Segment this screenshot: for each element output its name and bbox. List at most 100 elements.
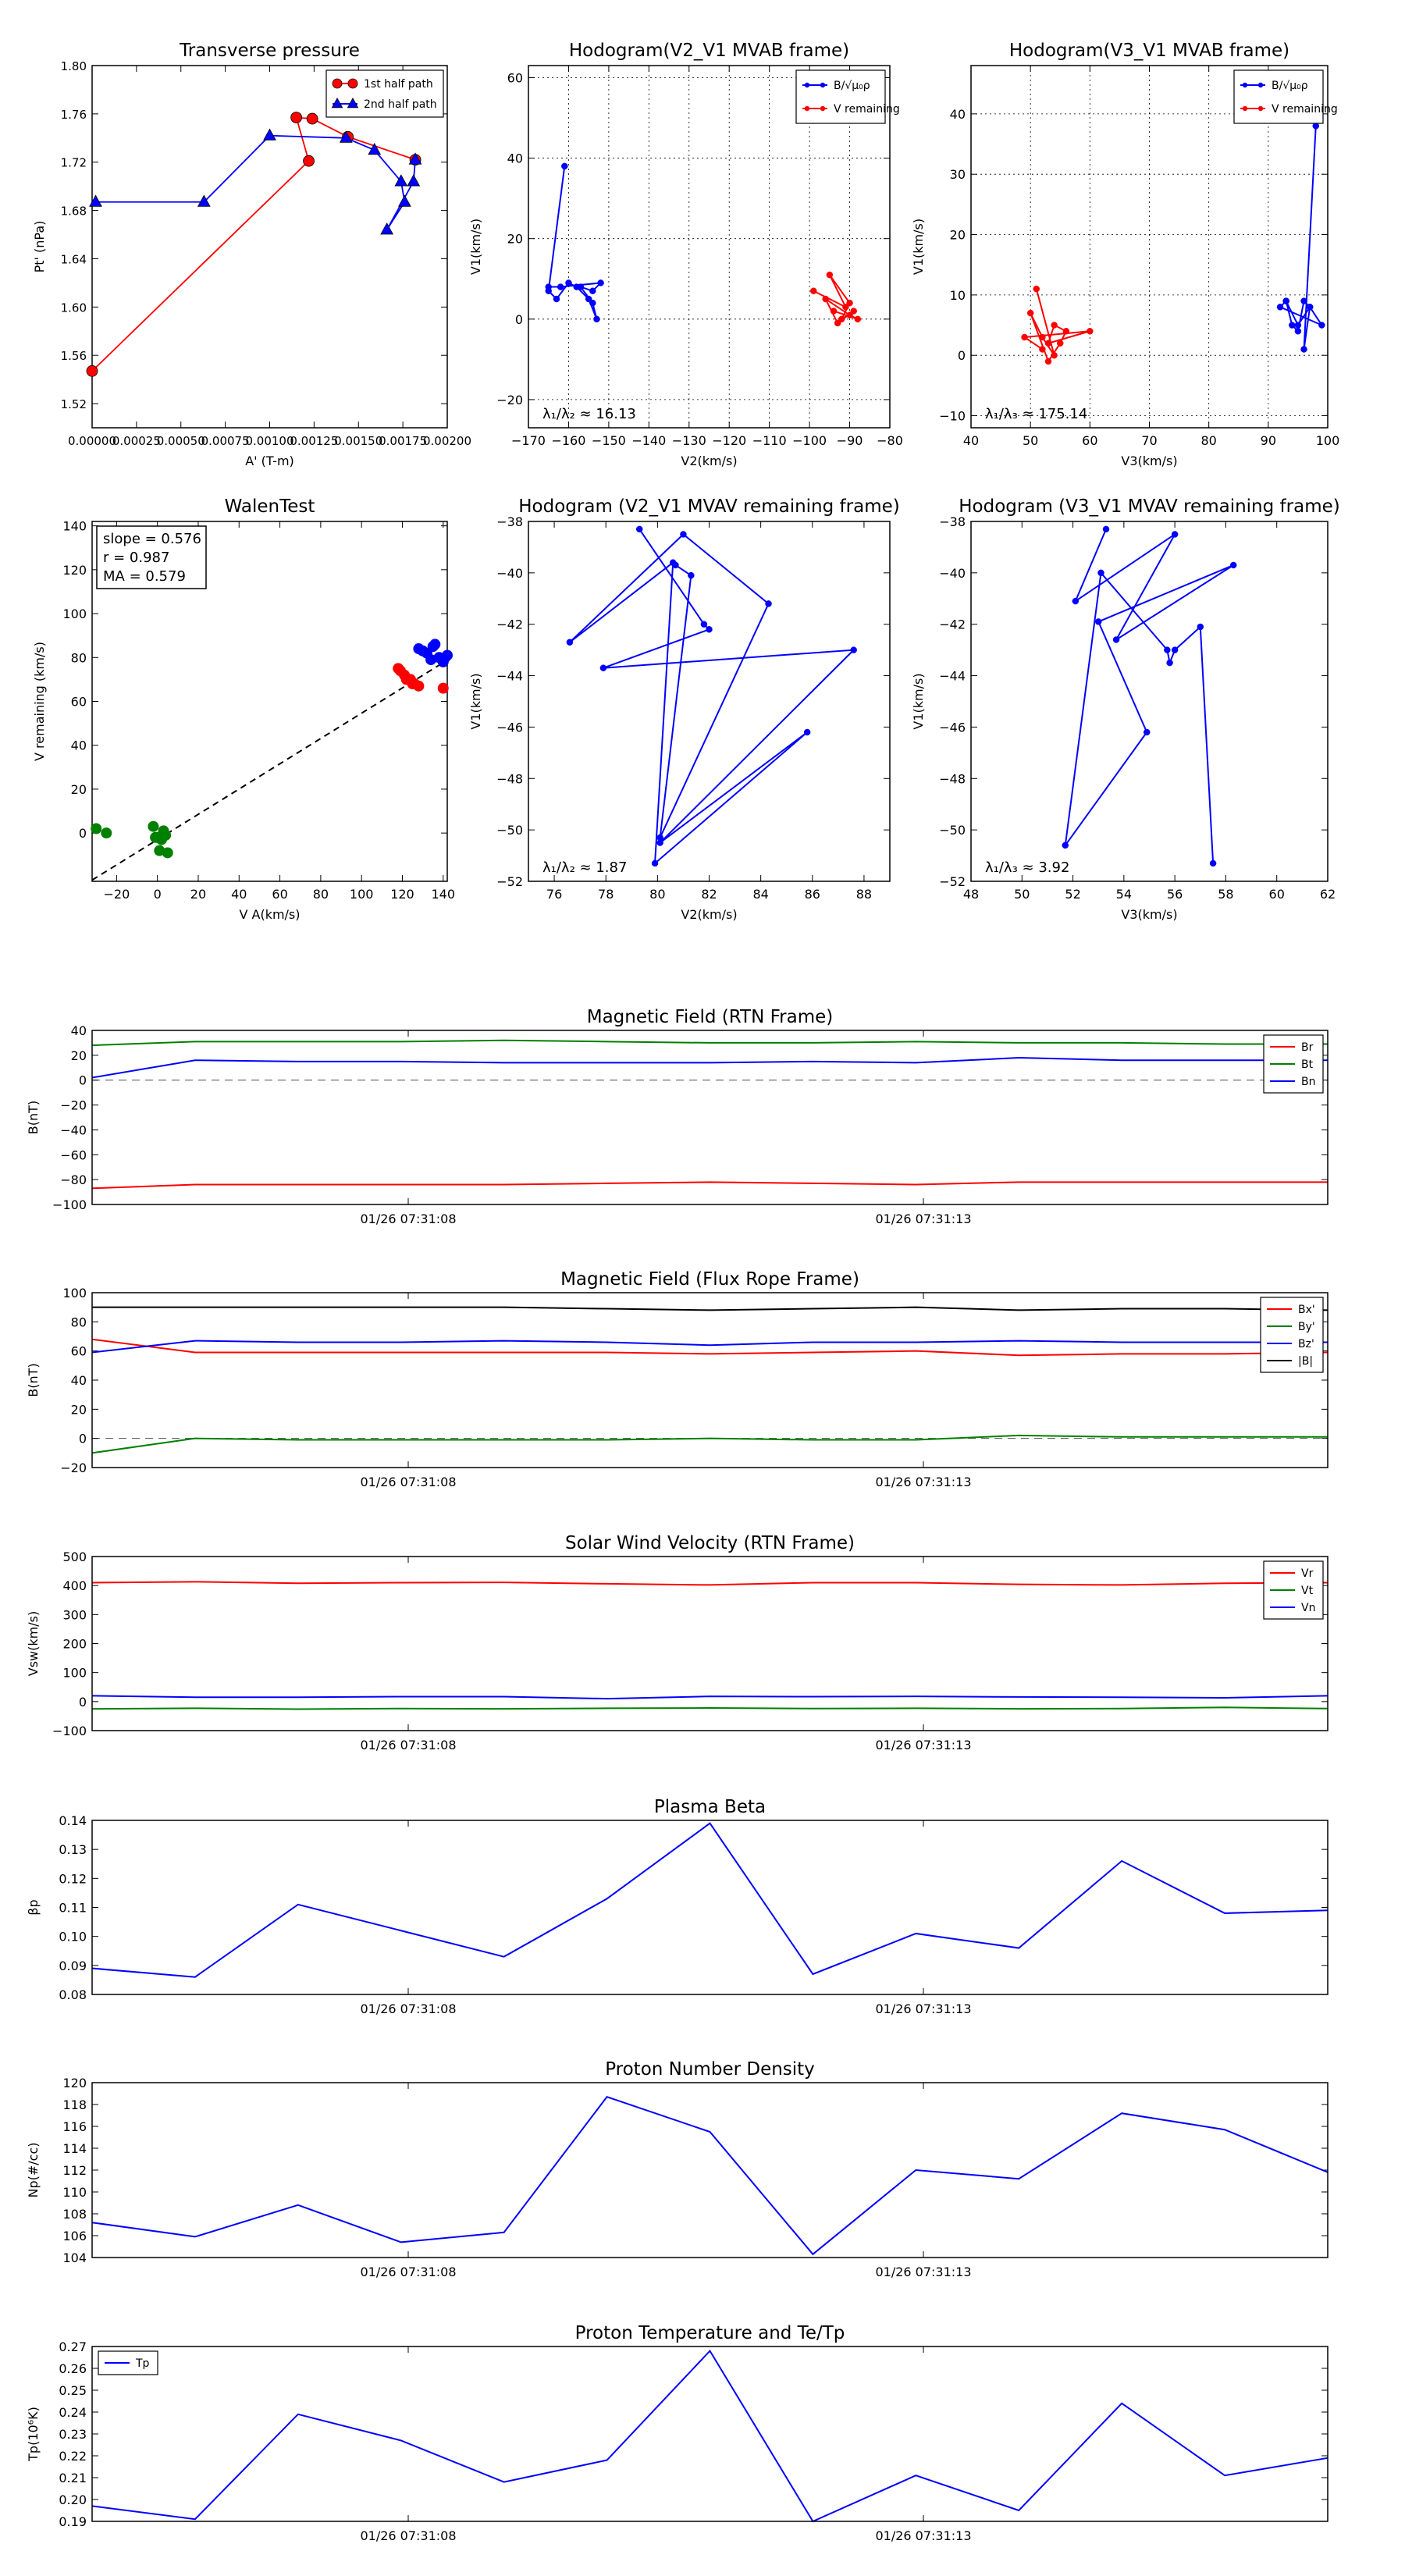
data-point — [1102, 525, 1110, 533]
y-tick-label: 0.09 — [59, 1959, 87, 1973]
data-point — [1276, 304, 1284, 311]
y-tick-label: −48 — [496, 771, 523, 786]
y-tick-label: −50 — [496, 823, 523, 838]
x-tick-label: 48 — [963, 887, 979, 902]
x-tick-label: 01/26 07:31:08 — [360, 1212, 456, 1226]
data-point — [566, 639, 574, 646]
legend-entry: Vn — [1270, 1602, 1315, 1614]
x-axis-label: V3(km/s) — [1121, 454, 1177, 468]
x-tick-label: 01/26 07:31:08 — [360, 1738, 456, 1752]
legend-entry: Bt — [1270, 1059, 1314, 1071]
y-tick-label: 116 — [62, 2119, 87, 2134]
x-tick-label: 58 — [1218, 887, 1233, 902]
y-axis-label: Vsw(km/s) — [26, 1611, 41, 1676]
chart-time-series: −100 −80 −60 −40 −20 0 20 40 01/26 07:31:08 01/26… — [26, 1007, 1329, 1226]
data-point — [651, 859, 659, 867]
legend-label: V remaining — [834, 103, 900, 116]
x-axis-label: V3(km/s) — [1121, 907, 1177, 922]
data-point — [1294, 322, 1302, 329]
series-line — [91, 116, 416, 372]
y-tick-label: 0.23 — [59, 2427, 87, 2442]
y-axis-label: Np(#/cc) — [26, 2143, 41, 2198]
legend-entry: Br — [1270, 1041, 1314, 1054]
y-tick-label: 0.12 — [59, 1871, 87, 1886]
x-tick-label: 0 — [154, 887, 162, 902]
chart-hodogram-mvav: 76 78 80 82 84 86 88 −52 −50 −48 −46 −44 −42 −40 −38Ho… — [468, 496, 900, 922]
x-tick-label: 90 — [1261, 433, 1276, 448]
y-tick-label: 60 — [71, 695, 87, 710]
x-tick-label: −90 — [837, 433, 863, 448]
x-tick-label: 80 — [313, 887, 329, 902]
data-point — [150, 831, 162, 843]
y-tick-label: 120 — [62, 563, 87, 578]
y-tick-label: 0 — [79, 826, 87, 841]
y-tick-label: 0.14 — [59, 1813, 87, 1828]
legend-label: B/√μ₀ρ — [834, 80, 870, 92]
data-point — [1072, 597, 1080, 605]
y-tick-label: 20 — [950, 228, 966, 243]
data-point — [89, 194, 102, 207]
plot-frame — [91, 1556, 1329, 1731]
data-point — [1044, 340, 1052, 347]
data-point — [826, 271, 834, 279]
y-axis-label: V1(km/s) — [468, 673, 483, 729]
data-point — [680, 531, 687, 538]
legend-label: |B| — [1298, 1355, 1313, 1368]
legend-label: 1st half path — [364, 78, 433, 91]
data-point — [553, 295, 560, 303]
y-tick-label: −48 — [939, 771, 966, 786]
legend-marker-icon — [331, 97, 343, 109]
data-point — [263, 128, 276, 141]
data-point — [158, 825, 169, 837]
y-tick-label: −40 — [496, 566, 523, 581]
plot-frame — [970, 65, 1329, 429]
x-tick-label: 40 — [231, 887, 247, 902]
y-tick-label: 200 — [62, 1637, 87, 1652]
data-point — [290, 112, 303, 123]
chart-title: Magnetic Field (RTN Frame) — [587, 1007, 834, 1027]
y-tick-label: −100 — [52, 1724, 87, 1738]
y-tick-label: 100 — [62, 1286, 87, 1300]
legend-label: Bn — [1301, 1076, 1315, 1088]
legend-label: Br — [1301, 1041, 1314, 1054]
data-point — [1112, 636, 1120, 643]
y-tick-label: 0.13 — [59, 1842, 87, 1857]
data-point — [1229, 561, 1237, 569]
series-line — [1279, 126, 1325, 350]
data-point — [589, 299, 596, 307]
y-tick-label: 40 — [71, 1373, 87, 1388]
eigenvalue-ratio: λ₁/λ₃ ≈ 175.14 — [985, 406, 1087, 422]
y-tick-label: −20 — [60, 1098, 87, 1113]
data-point — [635, 525, 643, 533]
data-point — [197, 194, 211, 207]
y-tick-label: 104 — [62, 2250, 87, 2265]
x-tick-label: 54 — [1116, 887, 1132, 902]
y-tick-label: 20 — [71, 1402, 87, 1417]
x-tick-label: 0.00175 — [379, 434, 427, 448]
y-tick-label: −80 — [60, 1172, 87, 1187]
legend-entry: 1st half path — [332, 78, 433, 91]
x-tick-label: 80 — [649, 887, 665, 902]
x-tick-label: 100 — [1316, 433, 1340, 448]
x-tick-label: 01/26 07:31:08 — [360, 1475, 456, 1489]
legend-marker-icon — [804, 105, 810, 112]
series-line — [91, 1822, 1329, 1978]
y-tick-label: 0.21 — [59, 2471, 87, 2485]
fit-line — [91, 659, 448, 881]
data-point — [688, 571, 695, 579]
y-tick-label: −46 — [939, 720, 966, 735]
data-point — [1300, 346, 1307, 353]
data-point — [700, 621, 708, 628]
x-tick-label: 84 — [752, 887, 768, 902]
x-tick-label: 50 — [1014, 887, 1030, 902]
plot-frame — [528, 65, 891, 429]
data-point — [1289, 322, 1296, 329]
y-tick-label: 80 — [71, 650, 87, 665]
data-point — [656, 834, 663, 841]
data-point — [148, 820, 159, 832]
x-axis-label: V2(km/s) — [681, 907, 737, 922]
data-point — [850, 646, 857, 653]
legend-entry: By' — [1267, 1321, 1315, 1333]
data-point — [398, 194, 411, 207]
y-tick-label: 0.24 — [59, 2405, 87, 2420]
